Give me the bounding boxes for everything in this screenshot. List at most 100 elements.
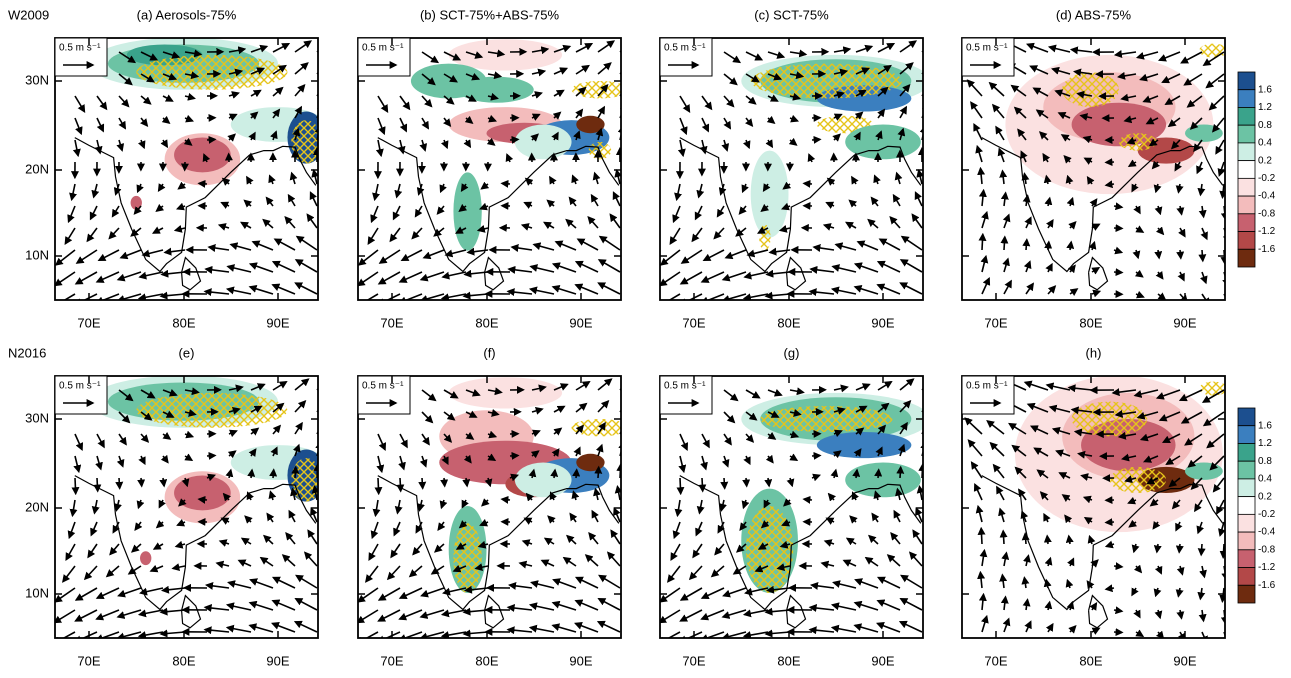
wind-vector [141, 96, 150, 104]
lon-label: 70E [380, 653, 403, 668]
row-label: W2009 [8, 7, 49, 22]
wind-vector [1070, 242, 1071, 250]
ref-vector-label: 0.5 m s⁻¹ [664, 43, 706, 54]
wind-vector [532, 583, 554, 589]
wind-vector [745, 610, 769, 615]
wind-vector [532, 409, 542, 412]
colorbar-label: -1.2 [1258, 226, 1276, 237]
wind-vector [369, 544, 378, 560]
wind-vector [413, 544, 422, 554]
wind-vector [107, 566, 119, 576]
wind-vector [442, 500, 445, 508]
coastline [485, 596, 504, 628]
wind-vector [222, 203, 229, 206]
wind-vector [242, 539, 251, 545]
wind-vector [1026, 196, 1028, 206]
colorbar-box [1238, 72, 1255, 90]
wind-vector [790, 390, 803, 392]
wind-vector [916, 509, 922, 522]
ref-vector-label: 0.5 m s⁻¹ [362, 381, 404, 392]
wind-vector [1223, 184, 1225, 197]
wind-vector [1048, 198, 1050, 206]
wind-vector [836, 245, 856, 251]
wind-vector [714, 228, 724, 238]
wind-vector [766, 632, 790, 634]
wind-vector [1223, 544, 1224, 557]
wind-vector [273, 44, 289, 52]
wind-vector [724, 390, 737, 400]
wind-vector [526, 179, 532, 184]
wind-vector [311, 193, 317, 206]
wind-vector [261, 558, 273, 566]
wind-vector [674, 522, 680, 538]
wind-vector [576, 262, 598, 272]
wind-vector [1026, 240, 1027, 250]
wind-vector [141, 140, 144, 148]
wind-vector [745, 272, 768, 277]
wind-vector [311, 509, 317, 522]
wind-vector [391, 544, 400, 557]
wind-vector [400, 456, 404, 469]
wind-vector [250, 603, 273, 610]
wind-vector [573, 176, 576, 184]
wind-vector [63, 566, 75, 582]
wind-vector [965, 418, 982, 434]
wind-vector [400, 588, 422, 598]
wind-vector [296, 599, 317, 610]
wind-vector [292, 173, 295, 184]
wind-vector [1047, 536, 1048, 544]
wind-vector [880, 239, 900, 250]
wind-vector [251, 429, 258, 435]
colorbar-label: 0.4 [1258, 474, 1272, 485]
shaded-area [140, 551, 151, 565]
wind-vector [1178, 588, 1180, 596]
wind-vector [847, 539, 856, 545]
coastline [182, 258, 201, 290]
wind-vector [358, 588, 378, 602]
wind-vector [856, 470, 857, 478]
wind-vector [307, 215, 317, 228]
wind-vector [740, 206, 746, 214]
wind-vector [296, 576, 317, 588]
wind-vector [1158, 610, 1160, 618]
colorbar-box [1238, 90, 1255, 108]
wind-vector [507, 155, 510, 162]
wind-vector [834, 387, 847, 390]
coastline [485, 258, 504, 290]
wind-vector [978, 506, 982, 522]
wind-vector [997, 487, 1004, 500]
wind-vector [922, 39, 938, 52]
wind-vector [545, 539, 554, 545]
wind-vector [525, 518, 532, 522]
shaded-area [174, 476, 231, 511]
colorbar-box [1238, 214, 1255, 232]
wind-vector [982, 190, 984, 206]
wind-vector [542, 561, 554, 567]
wind-vector [981, 528, 982, 544]
wind-vector [677, 184, 680, 200]
wind-vector [1072, 50, 1093, 52]
wind-vector [1158, 206, 1160, 214]
wind-vector [1026, 284, 1033, 294]
wind-vector [1004, 597, 1006, 610]
map-panel [965, 376, 1228, 646]
wind-vector [400, 478, 401, 491]
wind-vector [699, 184, 702, 197]
wind-vector [916, 193, 922, 206]
wind-vector [790, 456, 797, 460]
colorbar-box [1238, 497, 1255, 515]
wind-vector [1048, 558, 1050, 566]
wind-vector [702, 140, 705, 153]
wind-vector [441, 184, 444, 192]
lon-label: 90E [266, 653, 289, 668]
wind-vector [900, 467, 901, 478]
wind-vector [724, 96, 733, 106]
wind-vector [982, 212, 987, 228]
wind-vector [599, 599, 620, 610]
panel-title: (f) [483, 345, 495, 360]
wind-vector [308, 531, 317, 544]
wind-vector [834, 135, 840, 141]
wind-vector [443, 272, 466, 277]
ref-vector-label: 0.5 m s⁻¹ [966, 43, 1008, 54]
wind-vector [982, 550, 984, 566]
